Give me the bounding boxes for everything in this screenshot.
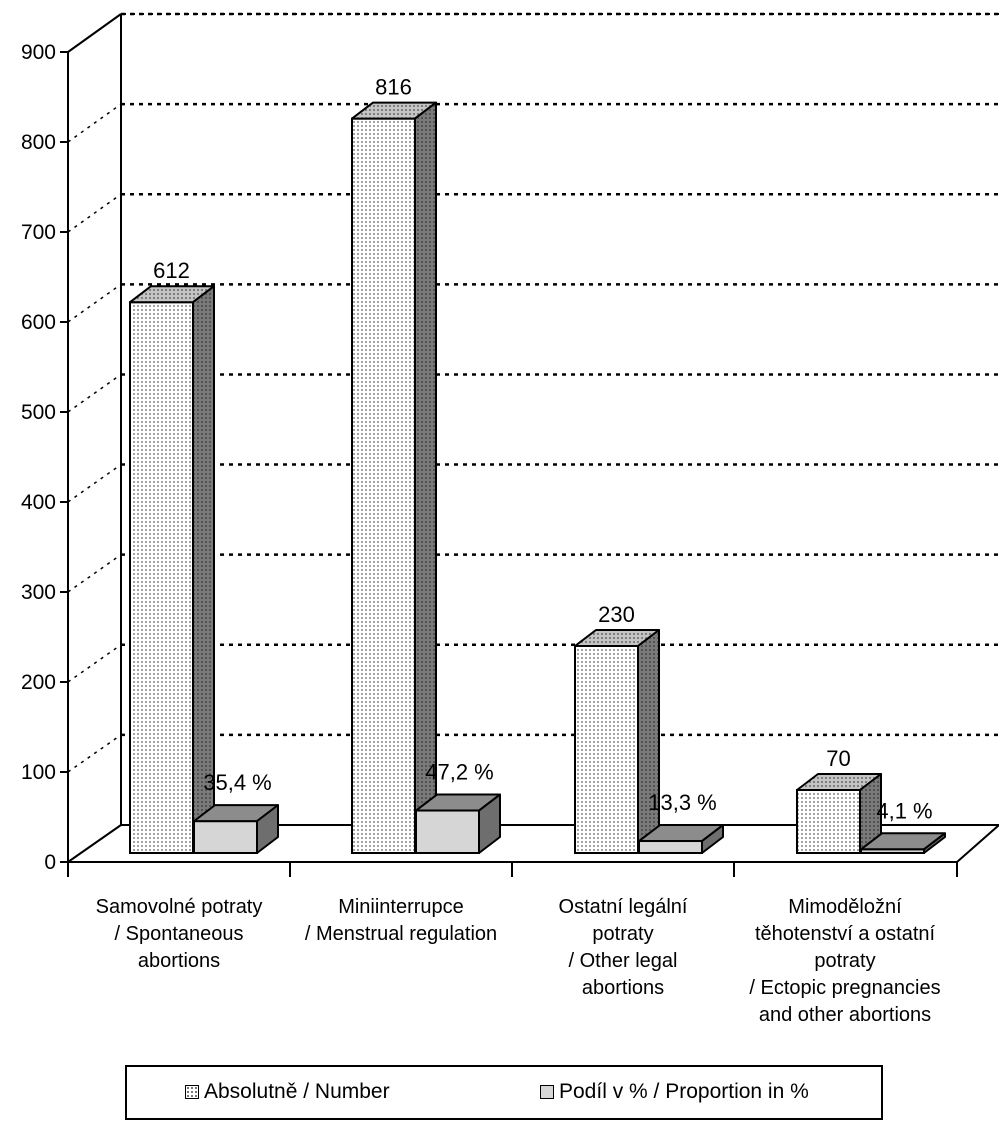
gridline-side xyxy=(67,463,122,503)
y-tick-label: 300 xyxy=(21,581,56,604)
bar-proportion-front xyxy=(193,820,258,855)
y-tick-label: 900 xyxy=(21,41,56,64)
abortions-bar-chart: 0 100 200 300 400 500 600 700 800 900 612 816 230 70 3… xyxy=(21,12,999,1026)
category-label-line: Miniinterrupce xyxy=(338,896,464,918)
bar-proportion-front xyxy=(415,809,480,855)
bar-number-front xyxy=(574,645,639,854)
y-tick-label: 200 xyxy=(21,671,56,694)
category-label-line: Samovolné potraty xyxy=(96,896,263,918)
gridline-side xyxy=(67,283,122,323)
bar-number-front xyxy=(796,789,861,854)
category-label: Ostatní legální potraty / Other legal abort… xyxy=(559,896,688,999)
category-label-line: Ostatní legální xyxy=(559,896,688,918)
value-label-number: 70 xyxy=(826,746,850,771)
bar-number-side xyxy=(637,629,660,854)
floor-left-edge xyxy=(67,824,122,863)
bar-number xyxy=(129,285,215,854)
category-label-line: abortions xyxy=(138,950,220,972)
category-label: Mimoděložní těhotenství a ostatní potraty /… xyxy=(749,896,940,1026)
category-label: Miniinterrupce / Menstrual regulation xyxy=(305,896,497,945)
category-label-line: / Other legal xyxy=(569,950,678,972)
bar-number xyxy=(351,101,437,855)
value-label-number: 230 xyxy=(598,602,635,627)
category-label-line: těhotenství a ostatní xyxy=(755,923,936,945)
bar-proportion-side xyxy=(256,804,279,854)
y-tick-label: 100 xyxy=(21,761,56,784)
gridline-side xyxy=(67,644,122,683)
bar-number-front xyxy=(351,117,416,855)
y-tick-label: 400 xyxy=(21,491,56,514)
legend-label-number: Absolutně / Number xyxy=(204,1080,390,1103)
legend-label-proportion: Podíl v % / Proportion in % xyxy=(559,1080,809,1103)
y-tick-label: 800 xyxy=(21,131,56,154)
legend: Absolutně / Number Podíl v % / Proportio… xyxy=(125,1065,883,1120)
bar-proportion xyxy=(415,793,501,855)
bar-proportion-side xyxy=(701,824,724,854)
bar-proportion-front xyxy=(638,840,703,855)
category-label-line: Mimoděložní xyxy=(788,896,902,918)
bar-number xyxy=(574,629,660,854)
bar-proportion-side xyxy=(923,832,946,854)
bar-number-side xyxy=(414,101,437,854)
y-tick-label: 600 xyxy=(21,311,56,334)
value-label-proportion: 13,3 % xyxy=(648,790,717,815)
bar-number xyxy=(796,773,882,854)
value-label-number: 612 xyxy=(153,258,190,283)
legend-swatch-proportion xyxy=(540,1085,554,1099)
category-label-line: abortions xyxy=(582,977,664,999)
legend-swatch-number xyxy=(185,1085,199,1099)
y-axis-top xyxy=(67,13,122,53)
category-label-line: and other abortions xyxy=(759,1004,931,1026)
category-label-line: / Ectopic pregnancies xyxy=(749,977,940,999)
category-label: Samovolné potraty / Spontaneous abortions xyxy=(96,896,263,972)
category-label-line: potraty xyxy=(814,950,875,972)
category-label-line: / Spontaneous xyxy=(115,923,244,945)
gridline-side xyxy=(67,193,122,233)
bar-proportion-side xyxy=(478,793,501,854)
category-label-line: / Menstrual regulation xyxy=(305,923,497,945)
gridline-side xyxy=(67,373,122,413)
gridline-side xyxy=(67,103,122,143)
value-label-proportion: 35,4 % xyxy=(203,770,272,795)
bar-proportion xyxy=(638,824,724,855)
y-tick-label: 700 xyxy=(21,221,56,244)
bar-proportion xyxy=(860,832,946,854)
category-label-line: potraty xyxy=(592,923,653,945)
gridline-side xyxy=(67,734,122,773)
bar-number-side xyxy=(192,285,215,854)
value-label-proportion: 47,2 % xyxy=(425,760,494,785)
value-label-proportion: 4,1 % xyxy=(876,798,932,823)
bar-proportion xyxy=(193,804,279,855)
y-tick-label: 500 xyxy=(21,401,56,424)
bar-number-front xyxy=(129,301,194,854)
legend-item-number: Absolutně / Number xyxy=(185,1080,390,1104)
value-label-number: 816 xyxy=(375,75,412,100)
gridline-side xyxy=(67,554,122,593)
legend-item-proportion: Podíl v % / Proportion in % xyxy=(540,1080,809,1104)
y-tick-label: 0 xyxy=(44,851,56,874)
